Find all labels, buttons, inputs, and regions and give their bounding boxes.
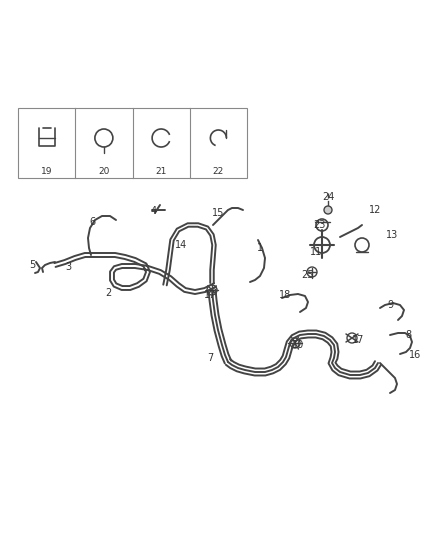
Text: 12: 12	[369, 205, 381, 215]
Text: 14: 14	[175, 240, 187, 250]
Circle shape	[324, 206, 332, 214]
Text: 10: 10	[292, 340, 304, 350]
Text: 17: 17	[352, 335, 364, 345]
Text: 3: 3	[65, 262, 71, 272]
Text: 5: 5	[29, 260, 35, 270]
Text: 19: 19	[41, 167, 53, 176]
Text: 17: 17	[204, 290, 216, 300]
Text: 2: 2	[105, 288, 111, 298]
Text: 24: 24	[322, 192, 334, 202]
Text: 9: 9	[387, 300, 393, 310]
Text: 4: 4	[151, 206, 157, 216]
Text: 6: 6	[89, 217, 95, 227]
Text: 25: 25	[302, 270, 314, 280]
Text: 1: 1	[257, 243, 263, 253]
Text: 16: 16	[409, 350, 421, 360]
Text: 21: 21	[155, 167, 167, 176]
Text: 8: 8	[405, 330, 411, 340]
Text: 15: 15	[212, 208, 224, 218]
Text: 22: 22	[213, 167, 224, 176]
Text: 23: 23	[313, 220, 325, 230]
Text: 18: 18	[279, 290, 291, 300]
Bar	[18, 108, 247, 178]
Text: 7: 7	[207, 353, 213, 363]
Text: 13: 13	[386, 230, 398, 240]
Text: 11: 11	[310, 247, 322, 257]
Text: 20: 20	[98, 167, 110, 176]
